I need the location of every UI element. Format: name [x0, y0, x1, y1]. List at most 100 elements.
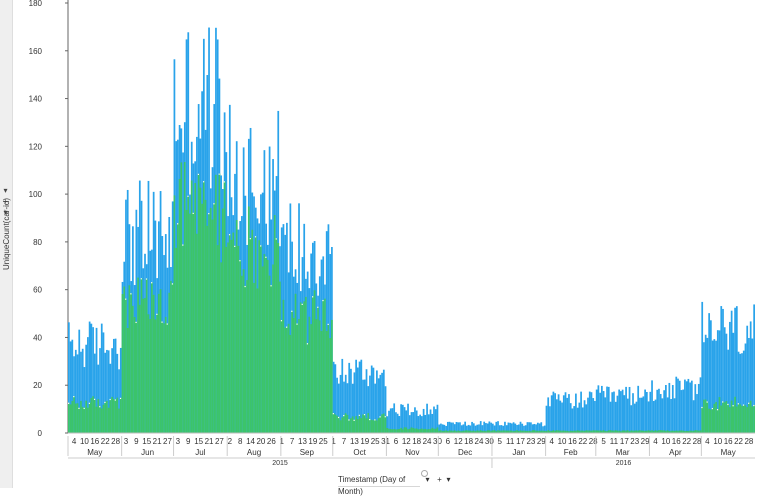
bar-segment-green — [327, 323, 330, 433]
x-day-tick-label: 5 — [601, 437, 606, 446]
x-month-label: Dec — [458, 448, 472, 457]
bar-segment-green — [178, 178, 181, 433]
bar-segment-green — [311, 296, 314, 433]
bar-segment-green — [204, 199, 207, 433]
bar-segment-green — [497, 430, 499, 433]
bar-segment-green — [92, 396, 94, 433]
bar-segment-blue — [701, 301, 704, 433]
bar-segment-green — [126, 327, 129, 433]
bar-segment-green — [467, 430, 470, 433]
bar-segment-green — [626, 430, 629, 433]
bar-segment-blue — [369, 375, 371, 433]
bar-segment-blue — [505, 425, 508, 433]
bar-segment-blue — [623, 395, 626, 433]
bar-segment-blue — [587, 397, 589, 433]
bar-marker — [317, 306, 319, 308]
bar-segment-green — [310, 324, 312, 433]
x-axis-dropdown-icon[interactable]: ▾ — [425, 475, 430, 484]
bar-segment-blue — [389, 408, 392, 433]
bar-segment-blue — [580, 391, 582, 433]
x-day-tick-label: 6 — [394, 437, 399, 446]
y-axis-add-icon[interactable]: + — [3, 197, 8, 206]
x-month-label: Apr — [669, 448, 682, 457]
bar-segment-blue — [436, 404, 439, 433]
x-day-tick-label: 12 — [402, 437, 411, 446]
bar-segment-blue — [723, 327, 726, 433]
bar-marker — [156, 313, 158, 315]
y-tick-label: 160 — [29, 47, 43, 56]
bar-segment-blue — [453, 424, 456, 433]
bar-segment-green — [166, 323, 169, 433]
bar-segment-green — [100, 408, 103, 433]
bar-segment-blue — [547, 397, 550, 433]
y-axis-dropdown-icon[interactable]: ▾ — [3, 186, 8, 195]
bar-segment-blue — [630, 405, 633, 433]
bar-segment-blue — [455, 421, 458, 433]
bar-segment-blue — [460, 425, 463, 433]
x-day-tick-label: 16 — [90, 437, 99, 446]
bar-segment-green — [571, 430, 574, 433]
bar-segment-blue — [649, 391, 652, 433]
bar-segment-blue — [732, 332, 735, 433]
bar-segment-green — [408, 428, 411, 433]
bar-segment-green — [356, 419, 359, 433]
bar-segment-green — [538, 430, 541, 433]
x-day-tick-label: 4 — [653, 437, 658, 446]
bar-segment-green — [232, 232, 235, 433]
bar-segment-green — [587, 430, 589, 433]
bar-segment-green — [223, 181, 226, 433]
bar-segment-green — [440, 430, 442, 433]
bar-segment-blue — [100, 323, 103, 433]
x-day-tick-label: 17 — [516, 437, 525, 446]
bar-marker — [337, 416, 340, 419]
x-day-tick-label: 31 — [381, 437, 390, 446]
x-axis-zoom-slider[interactable] — [421, 470, 428, 477]
bar-segment-blue — [675, 376, 678, 433]
bar-segment-blue — [524, 425, 527, 433]
x-day-tick-label: 8 — [238, 437, 243, 446]
bar-segment-green — [607, 430, 610, 433]
bar-segment-blue — [550, 395, 553, 433]
bar-segment-green — [299, 302, 302, 433]
y-axis-more-icon[interactable]: ▾ — [3, 208, 8, 217]
bar-segment-green — [708, 408, 711, 433]
bar-segment-blue — [519, 421, 522, 433]
bar-segment-green — [216, 245, 219, 433]
bar-segment-green — [320, 330, 323, 433]
bar-segment-blue — [497, 421, 499, 433]
bar-segment-green — [613, 430, 615, 433]
bar-segment-green — [581, 430, 584, 433]
bar-segment-green — [317, 306, 319, 433]
bar-segment-blue — [401, 404, 404, 433]
bar-segment-green — [455, 431, 458, 433]
bar-segment-green — [471, 430, 473, 433]
bar-marker — [265, 256, 267, 258]
bar-segment-green — [388, 428, 390, 433]
bar-segment-blue — [336, 377, 338, 433]
bar-segment-blue — [339, 374, 342, 433]
bar-segment-green — [583, 430, 586, 433]
x-axis-title[interactable]: Timestamp (Day of Month) — [338, 474, 420, 496]
bar-segment-green — [315, 319, 318, 433]
bar-segment-green — [370, 419, 373, 433]
bar-segment-green — [374, 419, 377, 433]
bar-segment-blue — [651, 380, 653, 433]
bar-segment-green — [69, 404, 72, 433]
bar-segment-green — [95, 406, 98, 433]
x-axis-add-icon[interactable]: + — [437, 475, 442, 484]
bar-segment-blue — [450, 422, 453, 433]
bar-segment-blue — [687, 378, 690, 433]
bar-segment-green — [462, 430, 465, 433]
bar-segment-blue — [74, 349, 77, 433]
bar-marker — [353, 419, 355, 421]
bar-segment-green — [265, 256, 268, 433]
bar-segment-green — [305, 296, 307, 433]
bar-segment-blue — [71, 339, 74, 433]
x-axis-more-icon[interactable]: ▾ — [446, 475, 451, 484]
bar-segment-green — [163, 323, 165, 433]
x-day-tick-label: 24 — [423, 437, 432, 446]
bar-segment-green — [303, 301, 306, 433]
bar-segment-green — [171, 283, 174, 433]
bar-segment-blue — [620, 391, 622, 433]
bar-segment-blue — [661, 398, 664, 433]
